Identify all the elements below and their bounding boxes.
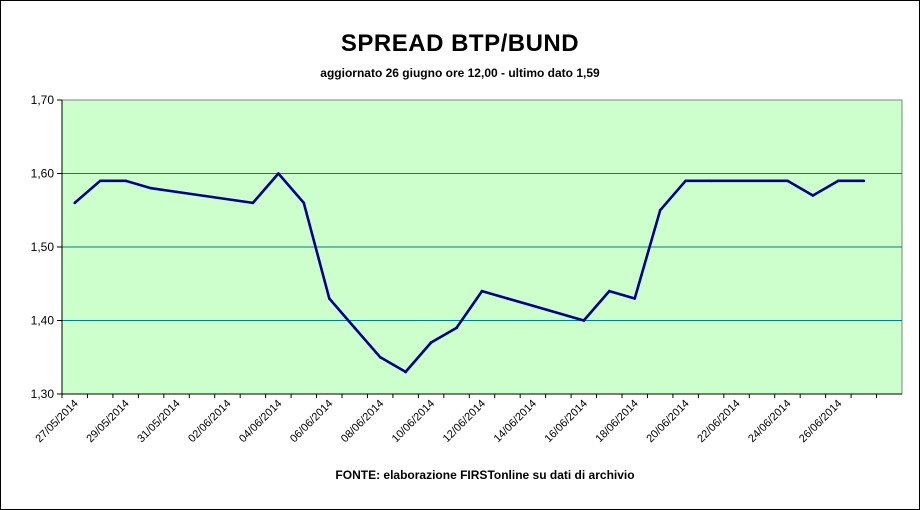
x-tick-label: 31/05/2014 [135,398,182,445]
y-tick-label: 1,50 [31,240,55,254]
x-tick-label: 22/06/2014 [695,398,742,445]
data-point [658,208,662,212]
data-point [124,179,127,183]
y-axis-ticks: 1,70 1,60 1,50 1,40 1,30 [31,93,62,401]
data-point [353,326,357,330]
data-point [582,319,586,322]
x-tick-label: 04/06/2014 [237,398,284,445]
chart-title: SPREAD BTP/BUND [340,30,580,57]
data-point [607,289,611,293]
x-tick-label: 16/06/2014 [543,398,590,445]
data-point [709,179,713,183]
gridlines [62,173,902,321]
data-point [455,326,458,330]
data-point [506,297,509,300]
data-point [277,172,280,175]
x-tick-label: 24/06/2014 [746,398,793,445]
series-layer [73,172,866,374]
y-tick-label: 1,30 [31,387,55,401]
chart-source-note: FONTE: elaborazione FIRSTonline su dati … [335,468,635,482]
data-point [531,304,535,308]
x-tick-label: 26/06/2014 [797,398,844,445]
data-point [175,190,178,194]
x-tick-label: 20/06/2014 [644,398,691,445]
x-axis-ticks: 27/05/2014 29/05/2014 31/05/2014 02/06/2014… [33,394,878,445]
chart-subtitle: aggiornato 26 giugno ore 12,00 - ultimo … [320,66,600,80]
data-point [480,289,484,293]
y-tick-label: 1,60 [31,167,55,181]
data-point [98,179,102,183]
x-tick-label: 29/05/2014 [84,398,131,445]
data-point [251,201,255,205]
data-point [327,297,331,300]
data-point [862,179,866,183]
x-tick-label: 06/06/2014 [288,398,335,445]
x-tick-label: 12/06/2014 [441,398,488,445]
data-point [73,201,77,205]
x-tick-label: 02/06/2014 [186,398,233,445]
x-tick-label: 18/06/2014 [593,398,640,445]
x-tick-label: 14/06/2014 [492,398,539,445]
y-tick-label: 1,70 [31,93,55,107]
x-tick-label: 27/05/2014 [33,398,80,445]
x-tick-label: 10/06/2014 [390,398,437,445]
data-point [837,179,840,183]
x-tick-label: 08/06/2014 [339,398,386,445]
data-point [633,297,637,300]
data-point [429,341,433,344]
y-tick-label: 1,40 [31,314,55,328]
data-point [149,186,153,190]
data-point [684,179,687,183]
data-point [811,194,815,197]
data-point [302,201,306,205]
data-point [378,355,382,359]
data-point [786,179,789,183]
data-point [404,370,407,374]
